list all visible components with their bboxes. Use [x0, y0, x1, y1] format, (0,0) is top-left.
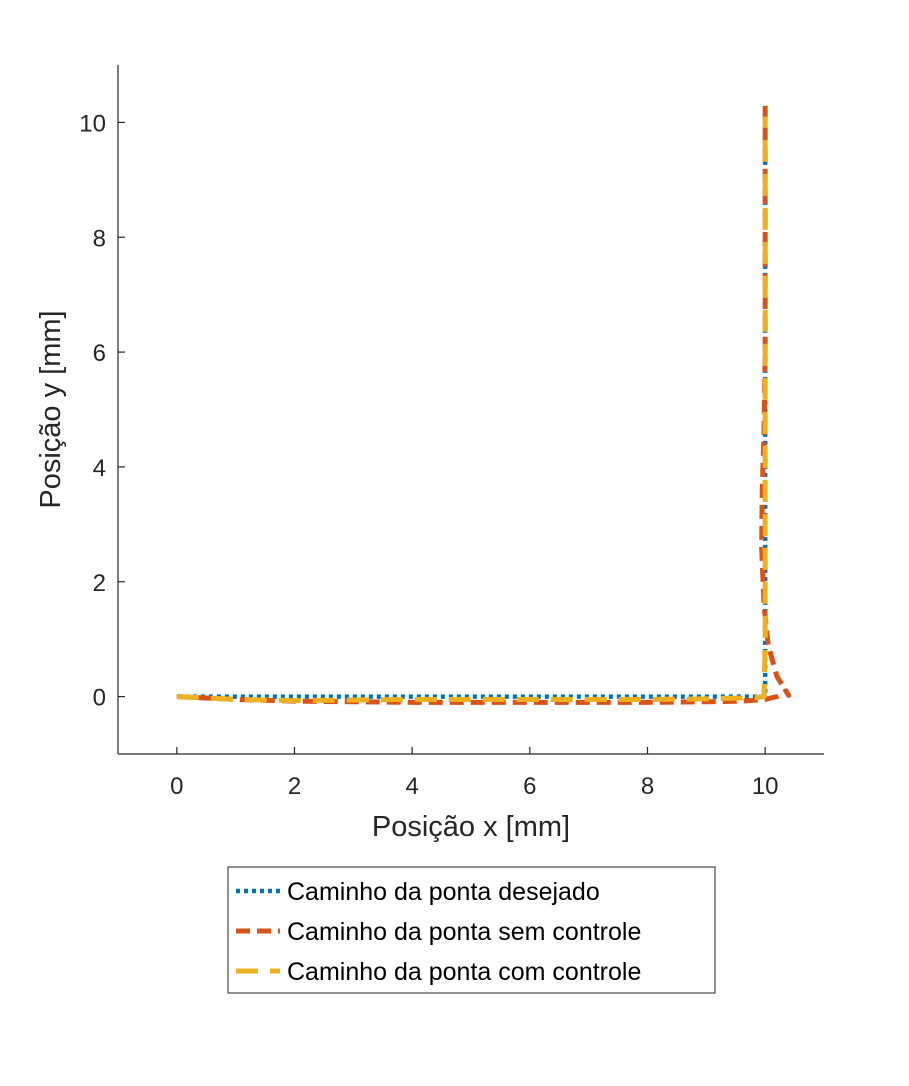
y-tick-label: 6	[93, 340, 106, 367]
legend-box	[227, 866, 716, 994]
legend-label-1: Caminho da ponta desejado	[287, 878, 600, 906]
x-axis-label: Posição x [mm]	[372, 811, 570, 843]
legend-label-3: Caminho da ponta com controle	[287, 958, 641, 986]
x-tick-label: 0	[170, 773, 183, 800]
y-axis-label: Posição y [mm]	[35, 310, 67, 508]
x-tick-label: 2	[288, 773, 301, 800]
y-tick-label: 8	[93, 225, 106, 252]
x-tick-label: 4	[405, 773, 418, 800]
y-tick-label: 0	[93, 685, 106, 712]
y-tick-label: 10	[79, 110, 106, 137]
series-line-2	[176, 99, 792, 705]
series-line-3	[176, 116, 768, 704]
x-tick-label: 10	[752, 773, 779, 800]
legend-label-2: Caminho da ponta sem controle	[287, 918, 641, 946]
y-tick-label: 2	[93, 570, 106, 597]
x-tick-label: 6	[523, 773, 536, 800]
y-tick-label: 4	[93, 455, 106, 482]
series-line-1	[176, 122, 768, 699]
x-tick-label: 8	[641, 773, 654, 800]
